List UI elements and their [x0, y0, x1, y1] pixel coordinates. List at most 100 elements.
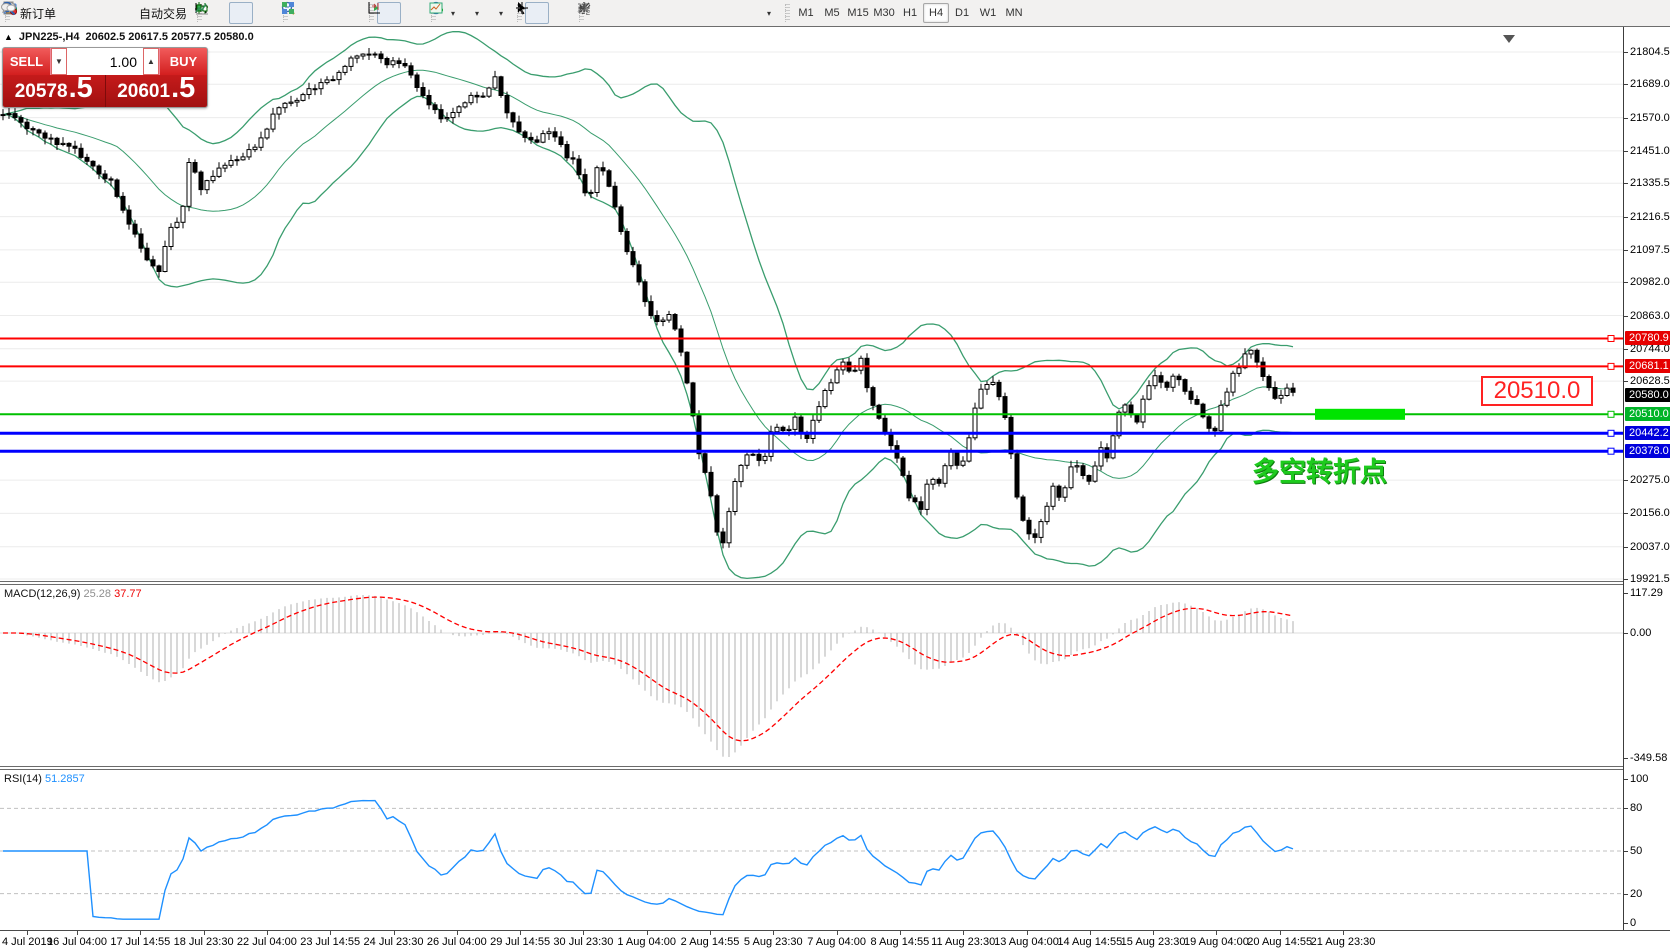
volume-increment-button[interactable]: ▲: [143, 48, 159, 75]
time-tick: [393, 931, 395, 935]
axis-tick-label: 20863.0: [1630, 309, 1670, 322]
horizontal-line-button[interactable]: [578, 2, 635, 24]
volume-decrement-button[interactable]: ▼: [51, 48, 67, 75]
timeframe-d1-button[interactable]: D1: [955, 7, 970, 19]
timeframe-h1-button[interactable]: H1: [903, 7, 918, 19]
price-badge: 20780.9: [1625, 331, 1670, 346]
time-tick: [330, 931, 332, 935]
gold-button[interactable]: [4, 2, 84, 24]
time-label: 14 Aug 14:55: [1057, 936, 1123, 948]
ask-price: 20601.5: [117, 72, 196, 104]
one-click-panel-toggle[interactable]: ▲: [4, 32, 13, 42]
new-order-button[interactable]: 新订单: [3, 1, 60, 24]
time-tick: [203, 931, 205, 935]
svg-text:T: T: [582, 3, 588, 13]
price-badge: 20442.2: [1625, 426, 1670, 441]
axis-tick: [1623, 84, 1628, 86]
axis-tick-label: 20982.0: [1630, 276, 1670, 289]
time-tick: [266, 931, 268, 935]
periods-button[interactable]: ▾: [429, 1, 487, 24]
axis-tick-label: 21097.5: [1630, 243, 1670, 256]
time-label: 17 Jul 14:55: [110, 936, 171, 948]
chart-ohlc-values: 20602.5 20617.5 20577.5 20580.0: [85, 31, 254, 43]
chart-shift-button[interactable]: [368, 2, 425, 24]
signals-button[interactable]: [4, 2, 132, 24]
axis-tick-label: 0: [1630, 917, 1637, 929]
axis-tick: [1623, 216, 1628, 218]
axis-tick: [1623, 282, 1628, 284]
toolbar: 新订单 自动交易 ▾ ▾ ▾ E F A T ▾ M1 M5 M15 M30 H1 H4 D1 W1 MN: [0, 0, 1670, 27]
axis-tick-label: 19921.5: [1630, 573, 1670, 585]
turning-point-annotation: 多空转折点: [1252, 457, 1387, 487]
text-label-button[interactable]: T: [578, 2, 755, 24]
toolbar-grip: [517, 4, 523, 22]
tile-windows-button[interactable]: [282, 2, 363, 24]
rsi-label: RSI(14) 51.2857: [4, 773, 85, 785]
autotrading-label: 自动交易: [139, 6, 188, 21]
toolbar-grip: [785, 4, 791, 22]
axis-tick: [1623, 579, 1628, 580]
time-tick: [456, 931, 458, 935]
axis-tick-label: 0.00: [1630, 627, 1652, 639]
time-tick: [1343, 931, 1344, 935]
bid-price: 20578.5: [14, 72, 93, 104]
macd-pane[interactable]: MACD(12,26,9) 25.28 37.77: [0, 585, 1670, 766]
crosshair-button[interactable]: [516, 2, 573, 24]
pane-separator[interactable]: [0, 766, 1623, 770]
search-button[interactable]: [1, 1, 1624, 24]
market-watch-button[interactable]: [3, 2, 108, 24]
timeframe-m1-button[interactable]: M1: [798, 7, 814, 19]
sell-button[interactable]: SELL: [3, 48, 51, 75]
line-chart-button[interactable]: [195, 2, 277, 24]
timeframe-m5-button[interactable]: M5: [824, 7, 840, 19]
timeframe-h4-button[interactable]: H4: [923, 3, 950, 23]
time-tick: [899, 931, 901, 935]
axis-tick: [1623, 183, 1628, 185]
equidistant-channel-button[interactable]: E: [577, 2, 683, 24]
time-label: 30 Jul 23:30: [553, 936, 614, 948]
text-button[interactable]: A: [580, 1, 731, 24]
axis-tick-label: 20744.0: [1630, 342, 1670, 355]
axis-tick-label: 20037.0: [1630, 540, 1670, 553]
time-tick: [836, 931, 838, 935]
templates-button[interactable]: ▾: [429, 2, 511, 24]
volume-input[interactable]: 1.00: [67, 48, 143, 75]
trendline-button[interactable]: [578, 2, 659, 24]
timeframe-mn-button[interactable]: MN: [1005, 7, 1023, 19]
timeframe-m15-button[interactable]: M15: [847, 7, 869, 19]
zoom-out-button[interactable]: [281, 1, 339, 24]
candlestick-chart-button[interactable]: [196, 2, 254, 24]
price-badge: 20580.0: [1625, 387, 1670, 402]
time-tick: [1216, 931, 1218, 935]
chart-shift-marker[interactable]: [1503, 35, 1515, 43]
fibonacci-button[interactable]: F: [578, 2, 707, 24]
axis-tick-label: 20628.5: [1630, 375, 1670, 388]
axis-tick-label: 80: [1630, 802, 1643, 814]
arrows-button[interactable]: ▾: [579, 2, 779, 24]
timeframe-w1-button[interactable]: W1: [979, 7, 997, 19]
time-tick: [773, 931, 775, 935]
time-axis[interactable]: 4 Jul 2019 16 Jul 04:00 17 Jul 14:55 18 Jul…: [0, 930, 1670, 951]
timeframe-m30-button[interactable]: M30: [873, 7, 895, 19]
chevron-down-icon: ▾: [767, 8, 772, 18]
autotrading-button[interactable]: 自动交易: [4, 2, 191, 24]
rsi-pane[interactable]: RSI(14) 51.2857: [0, 770, 1670, 929]
buy-button[interactable]: BUY: [159, 48, 207, 75]
cursor-button[interactable]: [518, 2, 550, 24]
axis-tick: [1623, 923, 1628, 924]
price-chart-pane[interactable]: ▲ JPN225-,H4 20602.5 20617.5 20577.5 205…: [0, 27, 1670, 581]
axis-tick-label: 117.29: [1630, 587, 1663, 599]
chat-button[interactable]: [1, 2, 1658, 24]
time-tick: [1089, 931, 1091, 935]
axis-tick-label: 100: [1630, 773, 1649, 785]
time-label: 5 Aug 23:30: [743, 936, 803, 948]
axis-tick: [1623, 150, 1628, 152]
axis-tick: [1623, 546, 1628, 548]
time-label: 2 Aug 14:55: [680, 936, 740, 948]
time-label: 26 Jul 04:00: [426, 936, 487, 948]
chevron-down-icon: ▾: [451, 8, 456, 18]
axis-tick-label: 21570.0: [1630, 111, 1670, 124]
time-label: 4 Jul 2019: [2, 936, 53, 948]
pane-separator[interactable]: [0, 581, 1623, 585]
one-click-trading-panel: SELL ▼ 1.00 ▲ BUY 20578.5 20601.5: [2, 47, 208, 108]
